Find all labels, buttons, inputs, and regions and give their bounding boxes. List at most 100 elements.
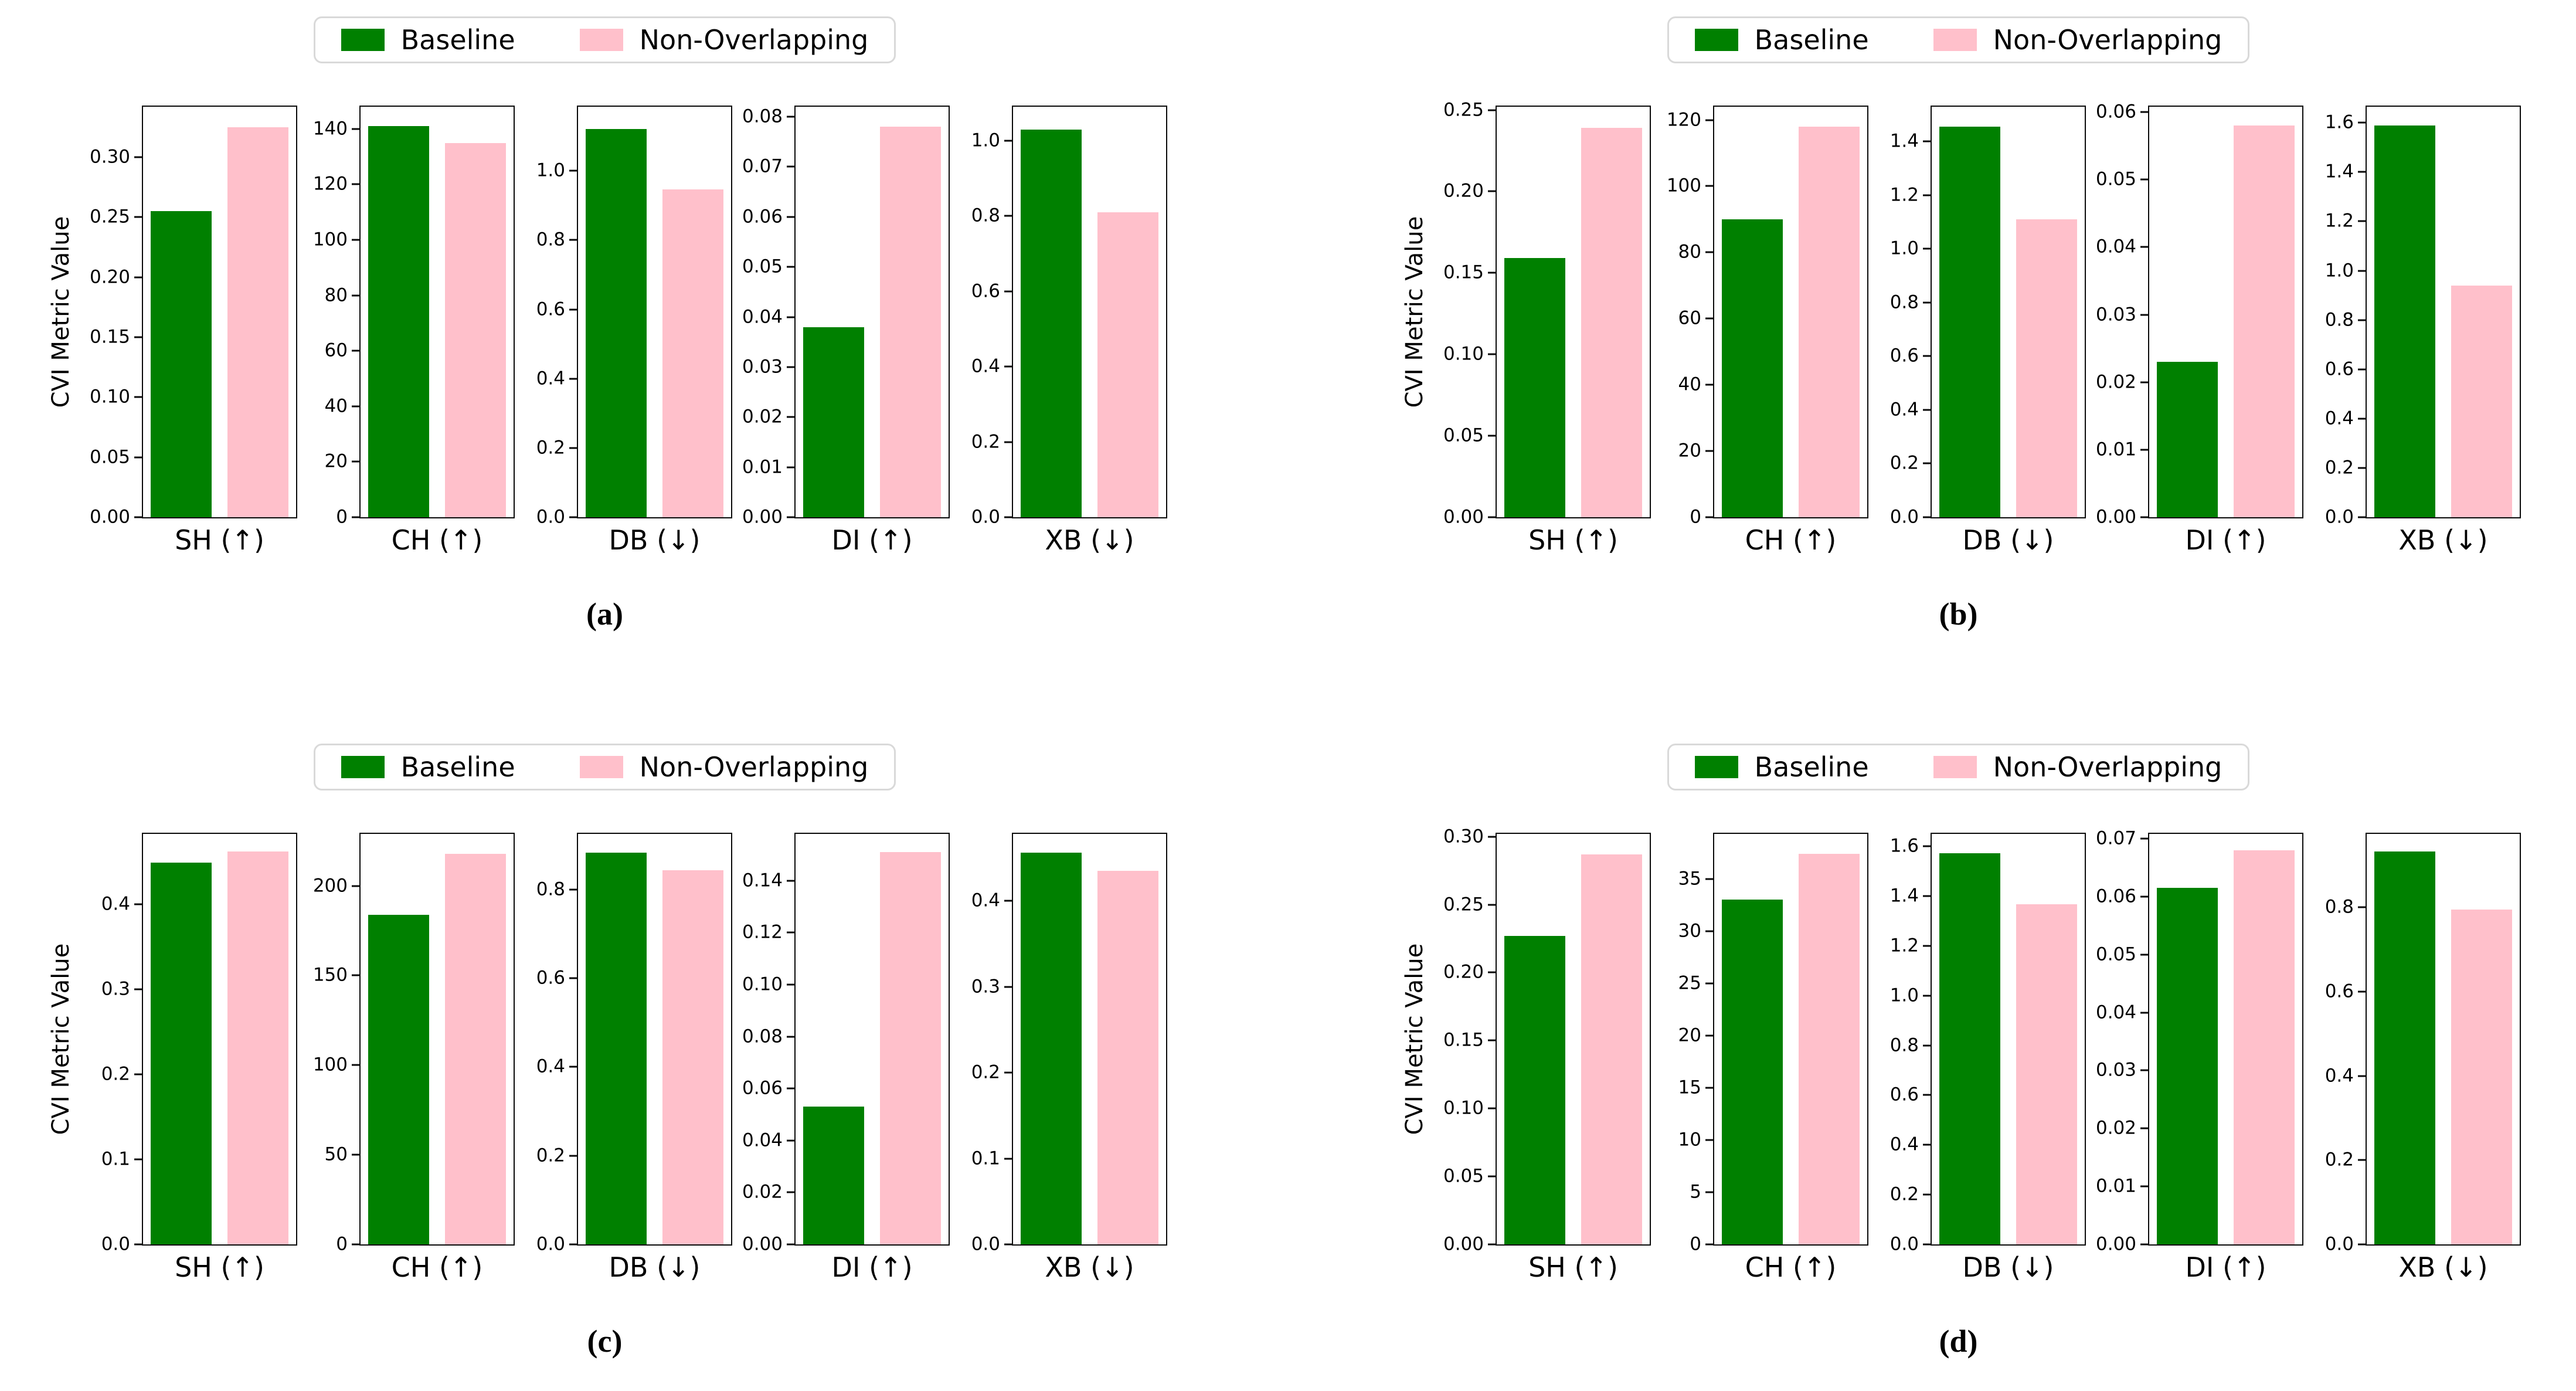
y-tick-label: 1.4 bbox=[1889, 130, 1919, 152]
bar-non-overlapping bbox=[1097, 212, 1158, 517]
bar-baseline bbox=[2157, 887, 2218, 1244]
y-tick-mark bbox=[1488, 1243, 1496, 1246]
y-tick-label: 0.07 bbox=[2095, 827, 2136, 849]
x-axis-label: SH (↑) bbox=[1528, 524, 1618, 556]
y-tick-mark bbox=[787, 216, 794, 218]
y-tick-mark bbox=[787, 1036, 794, 1038]
y-tick-mark bbox=[569, 1155, 577, 1157]
legend-item-non-overlapping: Non-Overlapping bbox=[1933, 26, 2222, 53]
y-tick-label: 0.4 bbox=[536, 1056, 565, 1077]
subplot-db: 0.0 0.2 0.4 0.6 0.8 1.0 DB (↓) bbox=[515, 106, 732, 592]
x-axis-label: CH (↑) bbox=[391, 524, 483, 556]
y-tick-mark bbox=[2358, 270, 2366, 272]
plot-area bbox=[1012, 833, 1167, 1246]
legend-item-non-overlapping: Non-Overlapping bbox=[1933, 754, 2222, 781]
y-tick-label: 0.04 bbox=[2095, 1002, 2136, 1023]
y-tick-mark bbox=[1923, 845, 1931, 847]
y-tick-label: 0.0 bbox=[1889, 1233, 1919, 1255]
y-tick-mark bbox=[1004, 900, 1012, 902]
figure-grid: Baseline Non-Overlapping CVI Metric Valu… bbox=[42, 16, 2521, 1359]
plot-area bbox=[2148, 833, 2303, 1246]
bar-baseline bbox=[151, 863, 212, 1244]
y-tick-label: 0.15 bbox=[1443, 262, 1484, 283]
y-tick-mark bbox=[2358, 418, 2366, 420]
y-tick-label: 0.6 bbox=[536, 967, 565, 989]
subplot-db: 0.0 0.2 0.4 0.6 0.8 1.0 1.2 1.4 1.6 DB (↓) bbox=[1868, 833, 2086, 1319]
y-tick-mark bbox=[787, 1139, 794, 1142]
y-tick-mark bbox=[2358, 467, 2366, 469]
y-tick-label: 25 bbox=[1678, 972, 1701, 994]
bar-baseline bbox=[368, 914, 430, 1244]
y-tick-label: 0.05 bbox=[742, 256, 783, 277]
y-tick-mark bbox=[134, 336, 142, 338]
y-tick-label: 0.06 bbox=[2095, 101, 2136, 123]
y-tick-mark bbox=[1004, 1158, 1012, 1160]
y-tick-label: 0.8 bbox=[1889, 291, 1919, 313]
y-axis-title: CVI Metric Value bbox=[47, 943, 74, 1135]
y-tick-mark bbox=[569, 169, 577, 172]
legend-swatch-non-overlapping-icon bbox=[579, 29, 623, 51]
y-tick-mark bbox=[1705, 878, 1713, 880]
y-tick-mark bbox=[1004, 1071, 1012, 1074]
y-tick-mark bbox=[134, 1073, 142, 1076]
x-axis-label: DB (↓) bbox=[1962, 1251, 2054, 1283]
plot-area bbox=[142, 833, 297, 1246]
y-tick-label: 0 bbox=[1690, 506, 1701, 528]
y-tick-label: 1.4 bbox=[1889, 885, 1919, 907]
y-tick-mark bbox=[1004, 215, 1012, 217]
legend-swatch-baseline-icon bbox=[1694, 29, 1738, 51]
legend-label-baseline: Baseline bbox=[1754, 751, 1869, 783]
y-tick-label: 0.6 bbox=[1889, 345, 1919, 367]
y-tick-mark bbox=[1923, 355, 1931, 357]
bar-baseline bbox=[586, 129, 647, 517]
y-tick-label: 1.0 bbox=[1889, 238, 1919, 259]
y-tick-label: 0.4 bbox=[2324, 408, 2354, 429]
y-tick-label: 0.0 bbox=[536, 1233, 565, 1255]
plot-area bbox=[142, 106, 297, 518]
bar-non-overlapping bbox=[1798, 853, 1860, 1244]
y-tick-label: 5 bbox=[1690, 1181, 1701, 1203]
plot-area bbox=[1012, 106, 1167, 518]
y-tick-label: 0.2 bbox=[101, 1063, 130, 1085]
plot-area bbox=[1713, 833, 1868, 1246]
legend-wrap: Baseline Non-Overlapping bbox=[42, 16, 1167, 63]
y-tick-label: 0.0 bbox=[536, 506, 565, 528]
y-tick-label: 0.25 bbox=[1443, 99, 1484, 121]
y-tick-label: 0.2 bbox=[2324, 457, 2354, 479]
y-tick-mark bbox=[134, 1243, 142, 1246]
bar-baseline bbox=[1021, 129, 1082, 517]
y-tick-label: 0.00 bbox=[1443, 1233, 1484, 1255]
bar-non-overlapping bbox=[2451, 910, 2512, 1244]
y-tick-label: 10 bbox=[1678, 1129, 1701, 1151]
panel-caption: (b) bbox=[1939, 596, 1978, 632]
y-tick-mark bbox=[1705, 516, 1713, 518]
y-tick-label: 0.00 bbox=[742, 506, 783, 528]
bar-non-overlapping bbox=[227, 127, 288, 517]
y-tick-mark bbox=[1488, 190, 1496, 192]
y-tick-mark bbox=[1705, 251, 1713, 253]
y-tick-mark bbox=[2358, 906, 2366, 908]
y-tick-mark bbox=[352, 1064, 359, 1066]
y-tick-mark bbox=[787, 931, 794, 934]
charts-row: CVI Metric Value 0.00 0.05 0.10 0.15 0.20 0.2… bbox=[42, 106, 1167, 592]
y-axis-title: CVI Metric Value bbox=[1401, 216, 1428, 408]
y-tick-label: 0.8 bbox=[1889, 1034, 1919, 1056]
subplot-db: 0.0 0.2 0.4 0.6 0.8 1.0 1.2 1.4 DB (↓) bbox=[1868, 106, 2086, 592]
bar-non-overlapping bbox=[1798, 126, 1860, 517]
y-tick-label: 0.20 bbox=[89, 266, 130, 288]
panel-d: Baseline Non-Overlapping CVI Metric Valu… bbox=[1396, 744, 2521, 1359]
subplot-sh: 0.00 0.05 0.10 0.15 0.20 0.25 0.30 SH (↑) bbox=[80, 106, 297, 592]
y-tick-mark bbox=[1923, 1044, 1931, 1047]
y-tick-mark bbox=[787, 1087, 794, 1090]
y-tick-label: 0.4 bbox=[536, 368, 565, 389]
y-tick-mark bbox=[1705, 119, 1713, 121]
bar-baseline bbox=[1504, 258, 1566, 517]
y-tick-label: 0.4 bbox=[101, 893, 130, 915]
y-tick-mark bbox=[352, 1153, 359, 1156]
subplot-di: 0.00 0.01 0.02 0.03 0.04 0.05 0.06 0.07 DI (↑) bbox=[2086, 829, 2303, 1319]
y-tick-mark bbox=[1923, 301, 1931, 304]
y-tick-mark bbox=[787, 116, 794, 118]
x-axis-label: DI (↑) bbox=[831, 524, 913, 556]
panel-b: Baseline Non-Overlapping CVI Metric Valu… bbox=[1396, 16, 2521, 632]
y-tick-label: 0.2 bbox=[971, 431, 1000, 453]
